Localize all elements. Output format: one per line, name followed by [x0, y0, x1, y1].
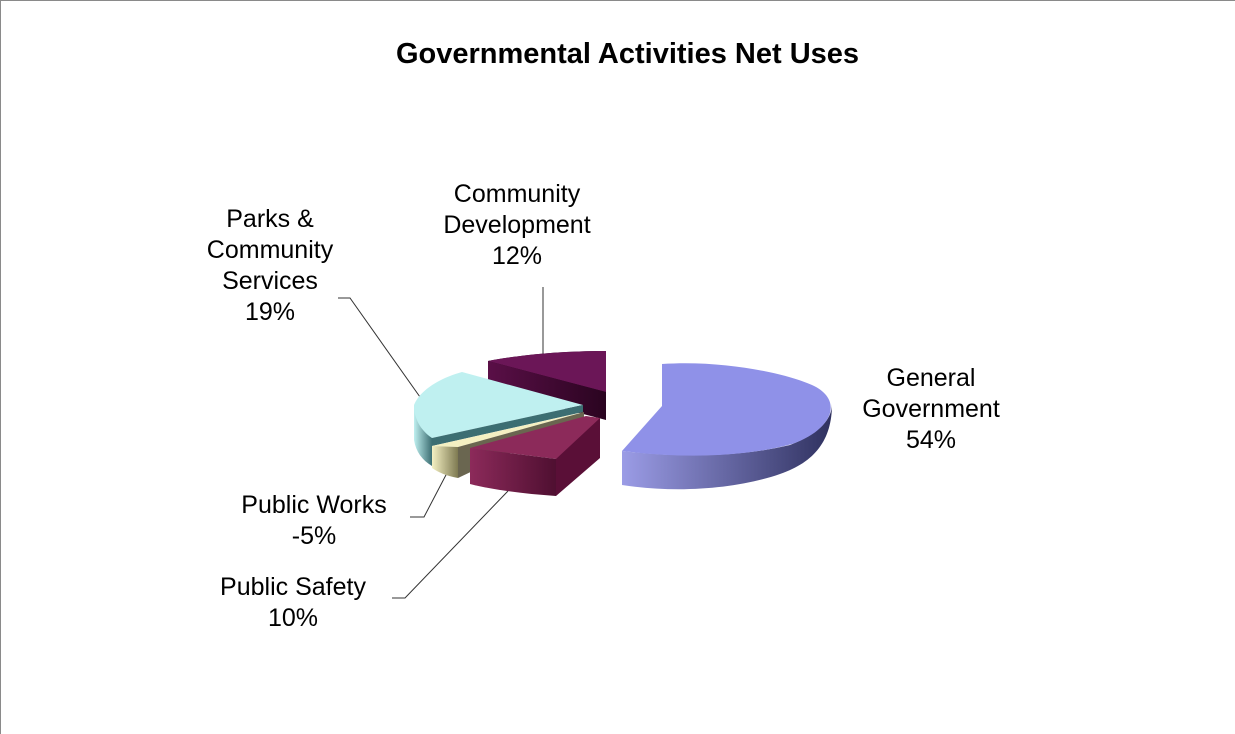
label-community-development-line-1: Community	[453, 180, 581, 208]
label-public-safety: Public Safety 10%	[196, 572, 390, 634]
slice-parks-community-services	[414, 372, 583, 466]
label-community-development: Community Development 12%	[412, 179, 622, 272]
slice-parks-community-services-cut	[432, 405, 583, 446]
label-public-safety-pct: 10%	[267, 604, 319, 632]
leader-line-public-works	[410, 472, 448, 518]
slice-public-safety	[470, 416, 600, 496]
slice-general-government-top	[622, 363, 831, 456]
slice-general-government	[622, 363, 832, 490]
label-public-works: Public Works -5%	[214, 490, 414, 552]
chart-title: Governmental Activities Net Uses	[395, 38, 860, 70]
label-public-works-pct: -5%	[291, 522, 337, 550]
slice-public-works-top	[432, 412, 584, 447]
leader-line-parks	[338, 297, 421, 398]
label-community-development-line-2: Development	[443, 211, 591, 239]
slice-public-works-side	[432, 446, 458, 478]
slice-public-safety-front	[470, 448, 556, 496]
slice-public-safety-top	[470, 416, 600, 459]
slice-general-government-side	[622, 404, 832, 490]
label-parks-line-1: Parks &	[226, 205, 314, 233]
label-parks-line-2: Community	[206, 236, 334, 264]
label-community-development-pct: 12%	[491, 242, 543, 270]
label-general-government-pct: 54%	[905, 426, 957, 454]
label-public-safety-line-1: Public Safety	[220, 573, 366, 601]
slice-community-development-top	[488, 351, 606, 392]
label-parks-community-services: Parks & Community Services 19%	[185, 204, 355, 328]
label-general-government: General Government 54%	[836, 363, 1026, 456]
slice-public-safety-side	[556, 418, 600, 496]
label-general-government-line-1: General	[886, 364, 976, 392]
label-public-works-line-1: Public Works	[241, 491, 387, 519]
slice-parks-community-services-top	[414, 372, 583, 438]
leader-line-public-safety	[392, 490, 509, 599]
label-general-government-line-2: Government	[862, 395, 1000, 423]
label-parks-line-3: Services	[222, 267, 318, 295]
label-parks-pct: 19%	[244, 298, 296, 326]
